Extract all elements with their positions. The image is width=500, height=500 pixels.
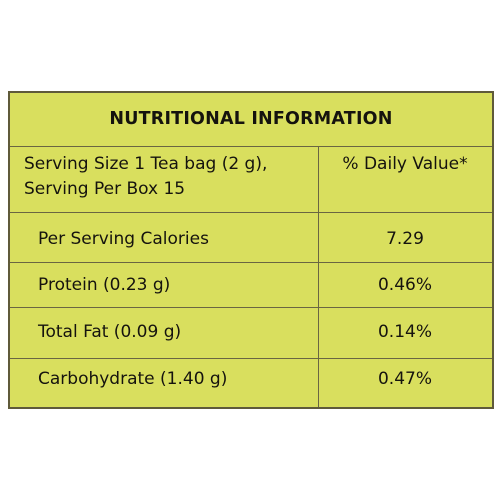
divider-title [10,146,492,147]
nutrition-table: NUTRITIONAL INFORMATION Serving Size 1 T… [8,91,494,409]
divider-row-2 [10,307,492,308]
divider-header [10,212,492,213]
table-title: NUTRITIONAL INFORMATION [109,109,393,129]
row-carbohydrate-label: Carbohydrate (1.40 g) [38,369,228,389]
row-protein-value: 0.46% [377,275,432,295]
row-carbohydrate-value: 0.47% [377,369,432,389]
column-divider [318,146,319,407]
row-calories-label: Per Serving Calories [38,229,209,249]
row-fat-label: Total Fat (0.09 g) [38,322,182,342]
divider-row-1 [10,262,492,263]
row-protein-label: Protein (0.23 g) [38,275,171,295]
row-calories-value: 7.29 [386,229,424,249]
divider-row-3 [10,358,492,359]
row-fat-value: 0.14% [377,322,432,342]
servings-per-box-text: Serving Per Box 15 [24,179,186,199]
daily-value-header: % Daily Value* [342,154,468,174]
serving-size-text: Serving Size 1 Tea bag (2 g), [24,154,268,174]
